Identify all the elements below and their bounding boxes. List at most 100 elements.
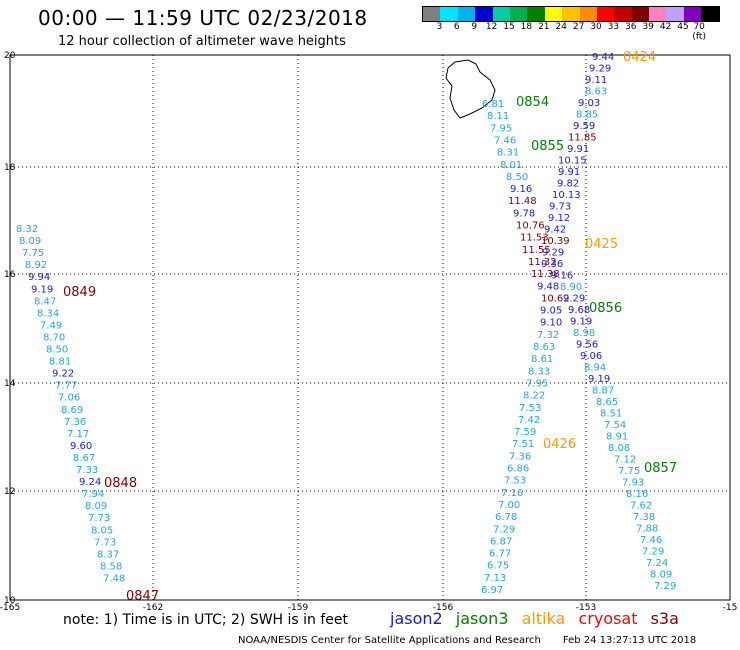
color-swatch — [423, 7, 441, 21]
wave-height-value: 7.93 — [622, 478, 644, 489]
wave-height-value: 8.70 — [43, 332, 65, 343]
wave-height-value: 9.06 — [580, 351, 602, 362]
color-scale-label: 39 — [642, 22, 654, 32]
wave-height-value: 9.29 — [589, 64, 611, 75]
wave-height-value: 9.94 — [28, 272, 50, 283]
wave-height-value: 8.09 — [650, 570, 672, 581]
y-tick-label: 20 — [4, 51, 16, 61]
color-swatch — [596, 7, 615, 21]
wave-height-value: 8.37 — [97, 549, 119, 560]
footer-org: NOAA/NESDIS Center for Satellite Applica… — [238, 635, 541, 646]
wave-height-value: 8.09 — [19, 236, 41, 247]
track-label: 0848 — [104, 476, 137, 491]
wave-height-value: 6.86 — [507, 464, 529, 475]
satellite-legend: jason2 jason3 altika cryosat s3a — [390, 609, 687, 628]
wave-height-value: 9.91 — [567, 144, 589, 155]
wave-height-value: 9.82 — [557, 179, 579, 190]
wave-height-value: 7.13 — [484, 573, 506, 584]
wave-height-value: 7.42 — [518, 415, 540, 426]
wave-height-value: 8.94 — [584, 363, 606, 374]
wave-height-value: 8.51 — [600, 409, 622, 420]
track-label: 0847 — [126, 589, 159, 604]
wave-height-value: 7.24 — [646, 558, 668, 569]
x-tick-label: -156 — [433, 603, 454, 613]
wave-height-value: 9.44 — [592, 52, 614, 63]
wave-height-value: 7.49 — [40, 320, 62, 331]
color-swatch — [527, 7, 545, 21]
wave-height-value: 9.56 — [576, 340, 598, 351]
wave-height-value: 9.68 — [568, 305, 590, 316]
wave-height-value: 8.81 — [49, 357, 71, 368]
legend-jason3: jason3 — [455, 609, 509, 628]
track-labels: 0424 0854 0855 0425 0856 0426 0857 0849 0848 0847 — [63, 50, 677, 604]
wave-height-value: 6.97 — [481, 585, 503, 596]
wave-height-value: 10.13 — [552, 190, 581, 201]
color-swatch — [683, 7, 702, 21]
y-tick-label: 18 — [4, 163, 16, 173]
color-scale-label: 42 — [659, 22, 672, 32]
color-swatch — [544, 7, 563, 21]
wave-height-value: 7.38 — [633, 512, 655, 523]
wave-height-value: 7.29 — [642, 547, 664, 558]
wave-height-value: 10.15 — [558, 156, 587, 167]
wave-height-value: 7.62 — [630, 501, 652, 512]
wave-height-value: 9.60 — [70, 441, 92, 452]
island-shape — [445, 59, 496, 119]
wave-height-value: 7.88 — [636, 524, 658, 535]
map-frame — [9, 54, 731, 601]
wave-height-value: 9.29 — [563, 294, 585, 305]
footer-timestamp: Feb 24 13:27:13 UTC 2018 — [562, 635, 697, 646]
wave-height-value: 8.32 — [16, 224, 38, 235]
wave-height-value: 7.54 — [604, 420, 626, 431]
wave-height-value: 8.22 — [523, 391, 545, 402]
wave-height-value: 8.61 — [531, 354, 553, 365]
wave-height-value: 8.63 — [585, 87, 607, 98]
wave-height-value: 7.32 — [537, 330, 559, 341]
wave-height-value: 8.65 — [596, 397, 618, 408]
wave-height-value: 7.36 — [509, 451, 531, 462]
wave-height-value: 8.92 — [25, 260, 47, 271]
wave-height-value: 7.95 — [526, 378, 548, 389]
wave-height-value: 6.87 — [490, 536, 512, 547]
wave-height-value: 7.59 — [514, 427, 536, 438]
y-tick-label: 16 — [4, 270, 16, 280]
wave-height-value: 7.53 — [504, 476, 526, 487]
wave-height-value: 8.50 — [46, 345, 68, 356]
wave-height-value: 7.46 — [640, 535, 662, 546]
wave-height-value: 11.85 — [568, 133, 597, 144]
wave-height-value: 7.73 — [94, 537, 116, 548]
wave-height-value: 8.90 — [560, 282, 582, 293]
wave-height-value: 11.55 — [522, 245, 551, 256]
wave-height-value: 8.58 — [100, 561, 122, 572]
wave-height-value: 9.22 — [52, 369, 74, 380]
page-subtitle: 12 hour collection of altimeter wave hei… — [58, 34, 346, 49]
island-outline — [445, 59, 496, 119]
color-scale-label: 24 — [555, 22, 567, 32]
wave-height-value: 9.36 — [541, 259, 563, 270]
wave-height-value: 7.36 — [64, 417, 86, 428]
x-tick-label: -165 — [0, 603, 20, 613]
wave-height-value: 7.48 — [103, 573, 125, 584]
wave-height-value: 8.98 — [573, 328, 595, 339]
wave-height-value: 9.16 — [551, 271, 573, 282]
wave-height-value: 9.19 — [31, 284, 53, 295]
color-scale-label: 9 — [471, 22, 478, 32]
wave-height-value: 8.63 — [533, 342, 555, 353]
wave-height-value: 7.29 — [654, 581, 676, 592]
x-tick-label: -153 — [576, 603, 596, 613]
page-title: 00:00 — 11:59 UTC 02/23/2018 — [38, 6, 368, 30]
x-tick-label: -15 — [723, 603, 738, 613]
track-label: 0854 — [516, 95, 549, 110]
track-label: 0857 — [644, 461, 677, 476]
wave-height-value: 8.67 — [73, 453, 95, 464]
color-scale-label: 18 — [520, 22, 533, 32]
wave-height-value: 10.76 — [516, 221, 545, 232]
wave-height-value: 10.39 — [541, 236, 570, 247]
wave-height-value: 8.33 — [528, 366, 550, 377]
wave-height-value: 8.69 — [61, 405, 83, 416]
wave-height-value: 7.17 — [67, 429, 89, 440]
wave-height-value: 7.75 — [22, 248, 44, 259]
color-swatch — [457, 7, 476, 21]
wave-height-value: 9.11 — [585, 75, 607, 86]
footer: NOAA/NESDIS Center for Satellite Applica… — [238, 635, 696, 646]
